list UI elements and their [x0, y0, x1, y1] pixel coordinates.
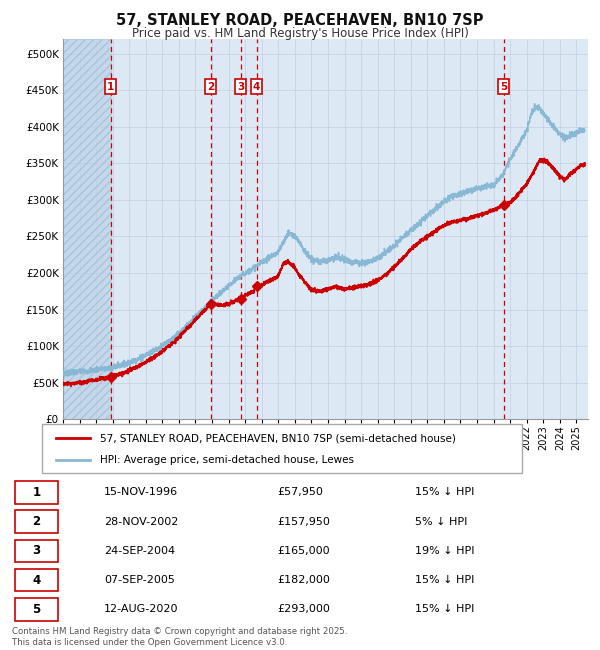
Text: £182,000: £182,000	[277, 575, 330, 585]
Text: 2: 2	[32, 515, 41, 528]
Text: 15% ↓ HPI: 15% ↓ HPI	[415, 488, 475, 497]
Bar	[63, 39, 110, 419]
FancyBboxPatch shape	[15, 569, 58, 592]
Text: 2: 2	[207, 81, 214, 92]
Text: £57,950: £57,950	[277, 488, 323, 497]
Text: HPI: Average price, semi-detached house, Lewes: HPI: Average price, semi-detached house,…	[100, 454, 353, 465]
Text: 07-SEP-2005: 07-SEP-2005	[104, 575, 175, 585]
Text: 24-SEP-2004: 24-SEP-2004	[104, 546, 175, 556]
Text: 12-AUG-2020: 12-AUG-2020	[104, 604, 179, 614]
Text: 4: 4	[253, 81, 260, 92]
Text: 57, STANLEY ROAD, PEACEHAVEN, BN10 7SP: 57, STANLEY ROAD, PEACEHAVEN, BN10 7SP	[116, 13, 484, 28]
Text: 28-NOV-2002: 28-NOV-2002	[104, 517, 179, 526]
Text: 3: 3	[237, 81, 244, 92]
Text: 57, STANLEY ROAD, PEACEHAVEN, BN10 7SP (semi-detached house): 57, STANLEY ROAD, PEACEHAVEN, BN10 7SP (…	[100, 433, 455, 443]
Text: 3: 3	[32, 545, 41, 558]
Text: £293,000: £293,000	[277, 604, 330, 614]
Text: £157,950: £157,950	[277, 517, 330, 526]
Text: 5: 5	[32, 603, 41, 616]
FancyBboxPatch shape	[15, 510, 58, 533]
Text: 15% ↓ HPI: 15% ↓ HPI	[415, 575, 475, 585]
Text: £165,000: £165,000	[277, 546, 329, 556]
Text: 15-NOV-1996: 15-NOV-1996	[104, 488, 178, 497]
Text: Contains HM Land Registry data © Crown copyright and database right 2025.
This d: Contains HM Land Registry data © Crown c…	[12, 627, 347, 647]
Text: 19% ↓ HPI: 19% ↓ HPI	[415, 546, 475, 556]
Text: 5: 5	[500, 81, 508, 92]
FancyBboxPatch shape	[42, 424, 522, 473]
Text: Price paid vs. HM Land Registry's House Price Index (HPI): Price paid vs. HM Land Registry's House …	[131, 27, 469, 40]
FancyBboxPatch shape	[15, 540, 58, 562]
FancyBboxPatch shape	[15, 481, 58, 504]
Text: 1: 1	[107, 81, 115, 92]
Text: 4: 4	[32, 574, 41, 586]
FancyBboxPatch shape	[15, 598, 58, 621]
Text: 15% ↓ HPI: 15% ↓ HPI	[415, 604, 475, 614]
Bar	[63, 39, 110, 419]
Text: 1: 1	[32, 486, 41, 499]
Text: 5% ↓ HPI: 5% ↓ HPI	[415, 517, 467, 526]
